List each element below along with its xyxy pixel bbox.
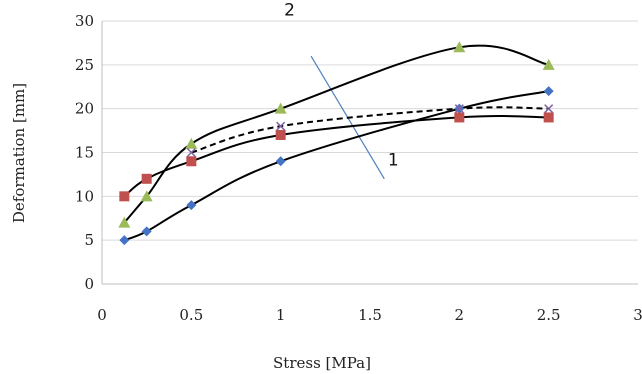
data-point-series-1 xyxy=(141,226,152,237)
data-point-series-1 xyxy=(186,200,197,211)
data-point-series-1 xyxy=(119,235,130,246)
data-point-series-2 xyxy=(119,191,130,202)
y-tick-label: 30 xyxy=(75,12,94,30)
y-tick-label: 15 xyxy=(75,144,94,162)
y-tick-label: 20 xyxy=(75,100,94,118)
data-point-series-3 xyxy=(542,58,555,70)
annotations: 21 xyxy=(284,1,398,171)
series-line-4 xyxy=(191,106,549,154)
x-tick-label: 1 xyxy=(276,306,286,324)
data-point-series-3 xyxy=(140,190,153,202)
x-tick-label: 1.5 xyxy=(358,306,382,324)
x-tick-label: 3 xyxy=(633,306,642,324)
y-tick-label: 10 xyxy=(75,187,94,205)
axes xyxy=(101,21,638,285)
annotation-label: 1 xyxy=(388,151,399,171)
x-tick-labels: 0 0.5 1 1.5 2 2.5 3 xyxy=(97,306,642,324)
series-markers xyxy=(118,41,555,246)
x-tick-label: 2.5 xyxy=(537,306,561,324)
x-tick-label: 2 xyxy=(455,306,465,324)
data-point-series-2 xyxy=(275,129,286,140)
data-point-series-3 xyxy=(185,137,198,149)
data-point-series-4 xyxy=(454,104,464,114)
data-point-series-2 xyxy=(454,112,465,123)
data-point-series-2 xyxy=(141,173,152,184)
data-point-series-3 xyxy=(274,102,287,114)
y-tick-labels: 0 5 10 15 20 25 30 xyxy=(75,12,94,293)
data-point-series-2 xyxy=(186,156,197,167)
data-point-series-4 xyxy=(544,104,554,114)
y-tick-label: 5 xyxy=(84,231,94,249)
x-tick-label: 0 xyxy=(97,306,107,324)
y-tick-label: 0 xyxy=(84,275,94,293)
x-axis-label: Stress [MPa] xyxy=(273,354,371,372)
data-point-series-1 xyxy=(275,156,286,167)
data-point-series-3 xyxy=(453,41,466,53)
series-lines xyxy=(123,44,549,242)
x-tick-label: 0.5 xyxy=(179,306,203,324)
annotation-label: 2 xyxy=(284,1,295,21)
data-point-series-4 xyxy=(276,121,286,131)
grid xyxy=(102,20,638,241)
data-point-series-3 xyxy=(118,216,131,228)
data-point-series-2 xyxy=(543,112,554,123)
data-point-series-4 xyxy=(186,147,196,158)
y-axis-label: Deformation [mm] xyxy=(10,83,28,223)
y-tick-label: 25 xyxy=(75,56,94,74)
data-point-series-1 xyxy=(543,86,554,97)
